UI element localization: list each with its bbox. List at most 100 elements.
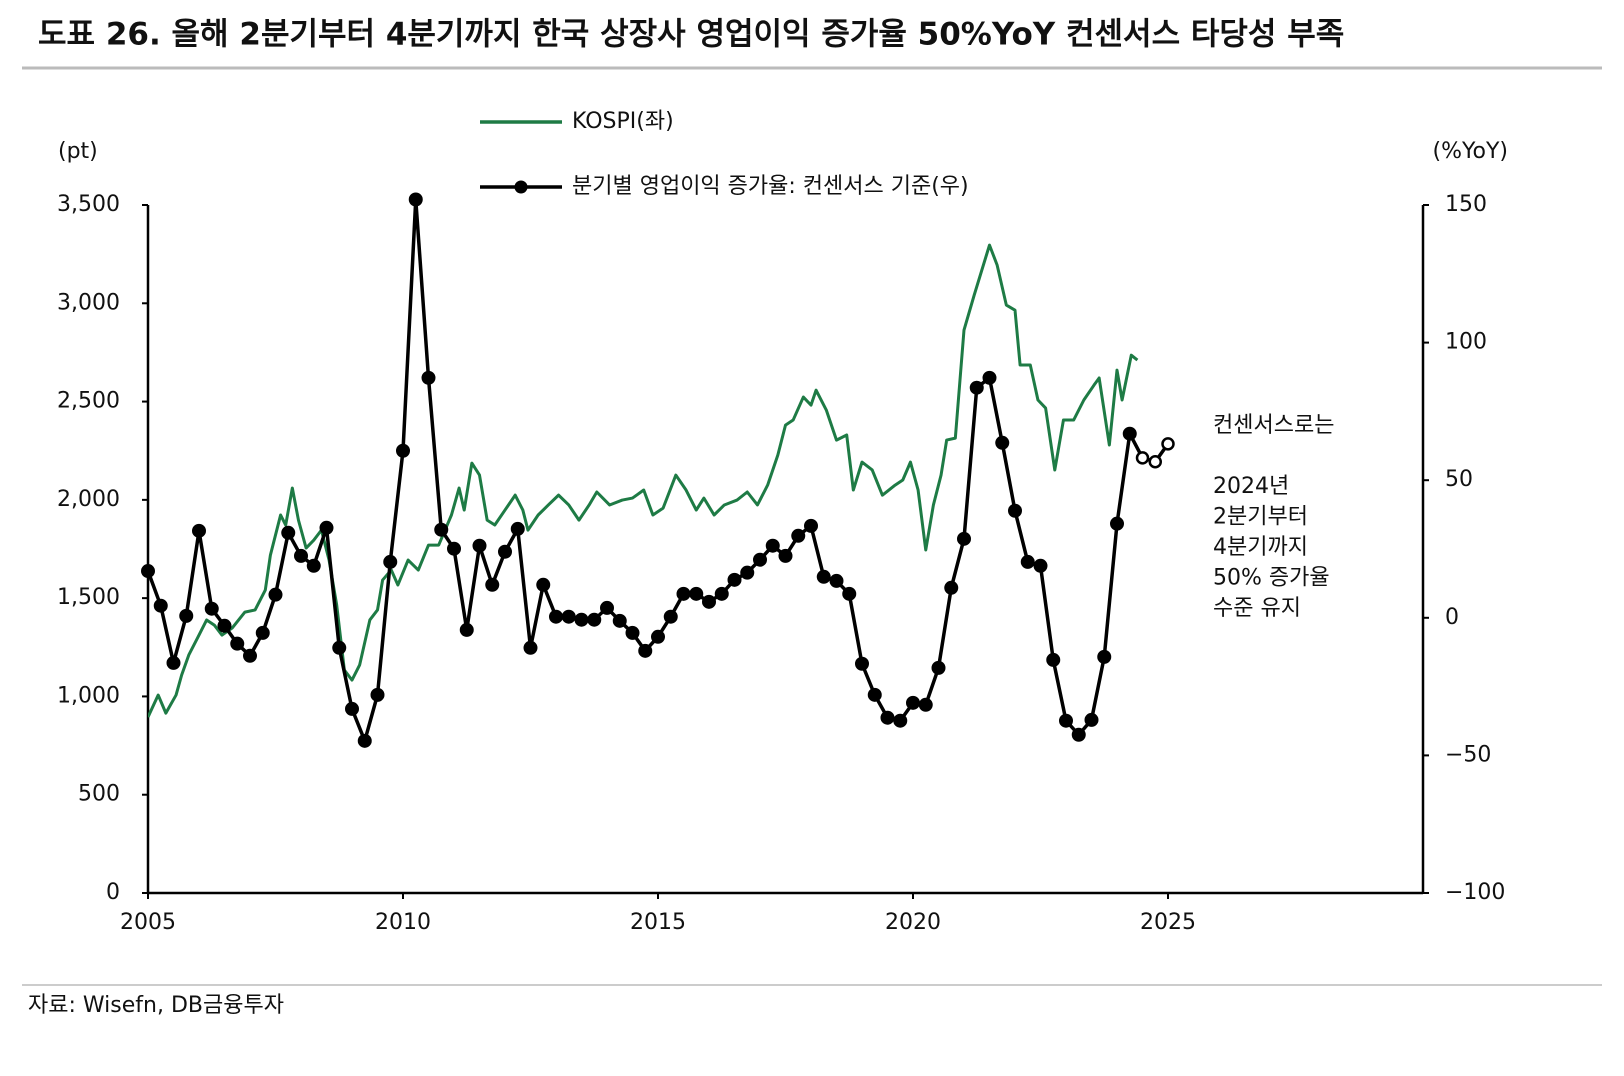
y2-tick-label: 150 [1445, 192, 1487, 217]
series-line [148, 243, 1139, 718]
series-marker [1059, 713, 1073, 728]
series-marker [651, 629, 665, 644]
series-marker [600, 600, 614, 615]
series-marker [383, 554, 398, 569]
x-tick-label: 2010 [375, 910, 431, 935]
series-marker [1033, 558, 1048, 573]
series-marker [804, 518, 818, 533]
series-marker [536, 577, 551, 592]
series-marker [1071, 727, 1086, 742]
series-marker [574, 612, 589, 627]
series-marker [855, 656, 869, 671]
annotation: 2024년 [1213, 474, 1289, 499]
chart-title: 도표 26. 올해 2분기부터 4분기까지 한국 상장사 영업이익 증가율 50… [38, 17, 1344, 53]
series-marker [893, 713, 908, 728]
series-marker [217, 618, 232, 633]
series-marker [931, 660, 946, 675]
y2-axis-label: (%YoY) [1433, 139, 1509, 164]
series-marker [1161, 437, 1175, 451]
series-marker [880, 710, 895, 725]
series-marker [995, 435, 1010, 450]
series-marker [791, 528, 806, 543]
series-marker [179, 608, 194, 623]
series-marker [549, 609, 563, 624]
legend-label: KOSPI(좌) [572, 109, 674, 134]
series-marker [332, 640, 347, 655]
y-tick-label: 2,500 [57, 389, 120, 414]
legend-label: 분기별 영업이익 증가율: 컨센서스 기준(우) [572, 174, 969, 199]
series-marker [396, 443, 410, 458]
series-marker [727, 572, 742, 587]
series-marker [345, 701, 359, 716]
y-tick-label: 500 [78, 782, 120, 807]
series-marker [230, 636, 245, 651]
series-marker [778, 548, 793, 563]
series-marker [1097, 649, 1112, 664]
y-tick-label: 1,500 [57, 585, 120, 610]
series-marker [676, 586, 691, 601]
x-tick-label: 2020 [885, 910, 941, 935]
series-marker [141, 564, 155, 579]
y2-tick-label: −50 [1445, 742, 1491, 767]
series-marker [357, 733, 372, 748]
series-marker [408, 192, 423, 207]
legend-marker [514, 180, 528, 194]
y2-tick-label: 100 [1445, 330, 1487, 355]
source: 자료: Wisefn, DB금융투자 [28, 993, 284, 1018]
series-marker [969, 380, 984, 395]
series-marker [740, 565, 755, 580]
y2-tick-label: 50 [1445, 467, 1473, 492]
series-marker [1020, 554, 1035, 569]
series-marker [370, 687, 385, 702]
y2-tick-label: 0 [1445, 605, 1459, 630]
series-marker [281, 525, 296, 540]
series-marker [485, 577, 500, 592]
series-marker [447, 541, 461, 556]
series-marker [192, 523, 206, 538]
series-marker [625, 625, 640, 640]
series-marker [765, 538, 780, 553]
series-marker [294, 548, 308, 563]
series-marker [498, 544, 512, 559]
y-tick-label: 3,000 [57, 290, 120, 315]
series-marker [1084, 712, 1099, 727]
series-marker [816, 569, 831, 584]
y-axis-label: (pt) [58, 139, 98, 164]
series-marker [944, 580, 959, 595]
series-marker [702, 594, 716, 609]
series-marker [1008, 503, 1022, 518]
series-marker [1122, 426, 1137, 441]
x-tick-label: 2015 [630, 910, 686, 935]
series-marker [1148, 455, 1162, 469]
y-tick-label: 2,000 [57, 487, 120, 512]
series-marker [421, 370, 436, 385]
y2-tick-label: −100 [1445, 880, 1505, 905]
annotation: 컨센서스로는 [1213, 413, 1334, 438]
annotation: 수준 유지 [1213, 596, 1301, 621]
series-marker [166, 655, 181, 670]
series-marker [829, 573, 844, 588]
series-marker [523, 640, 538, 655]
series-line [148, 205, 1170, 743]
x-tick-label: 2005 [120, 910, 176, 935]
series-marker [153, 598, 168, 613]
x-tick-label: 2025 [1140, 910, 1196, 935]
series-marker [714, 586, 729, 601]
series-marker [510, 521, 525, 536]
series-marker [587, 612, 602, 627]
series-marker [918, 697, 933, 712]
annotation: 50% 증가율 [1213, 566, 1330, 591]
series-marker [1135, 451, 1150, 465]
series-marker [753, 552, 767, 567]
series-marker [319, 520, 334, 535]
annotation: 2분기부터 [1213, 505, 1308, 530]
series-marker [472, 538, 487, 553]
series-marker [842, 586, 857, 601]
series-marker [612, 613, 627, 628]
series-marker [982, 370, 997, 385]
series-marker [459, 622, 474, 637]
series-marker [689, 586, 704, 601]
series-marker [204, 601, 219, 616]
series-marker [867, 687, 882, 702]
